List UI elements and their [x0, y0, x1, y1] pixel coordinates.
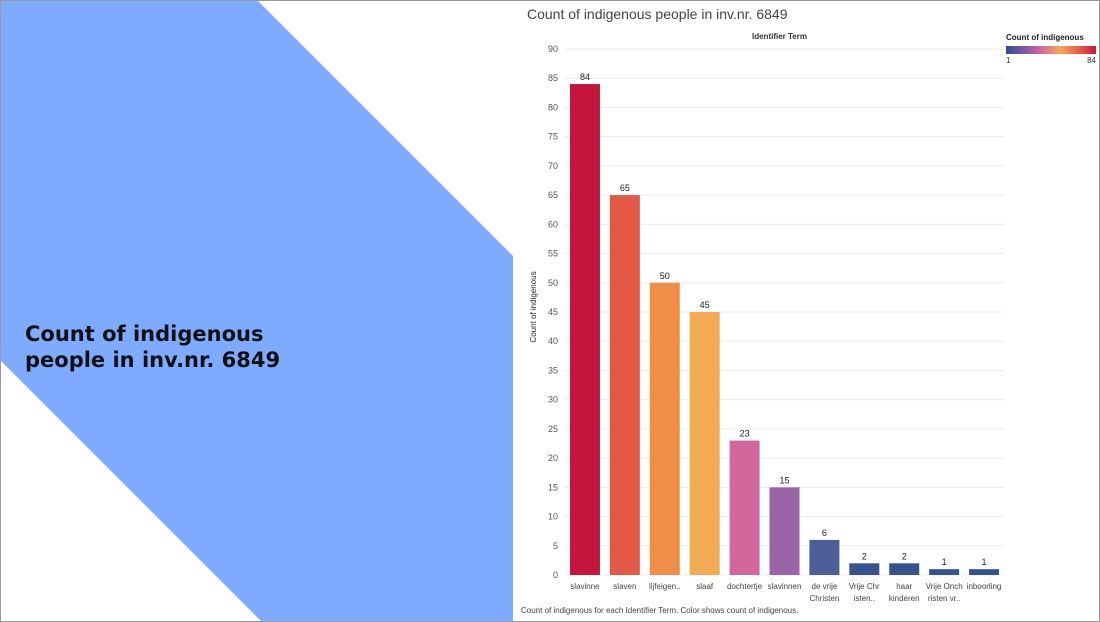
- color-legend[interactable]: Count of indigenous 1 84: [1006, 33, 1096, 65]
- y-axis-ticks: 0 5 10 15 20 25 30 35 40 45 50 55 60 65 70 75 80 85 90: [548, 44, 558, 580]
- chart-title: Count of indigenous people in inv.nr. 68…: [527, 6, 788, 22]
- y-tick-label: 85: [548, 73, 558, 83]
- y-tick-label: 10: [548, 512, 558, 522]
- bar[interactable]: [969, 569, 1000, 575]
- y-tick-label: 75: [548, 132, 558, 142]
- data-label: 65: [620, 183, 630, 193]
- data-label: 23: [740, 429, 750, 439]
- y-tick-label: 5: [553, 541, 558, 551]
- data-label: 15: [779, 475, 789, 485]
- x-tick-label: Vrije Chr: [849, 582, 880, 591]
- data-label: 50: [660, 271, 670, 281]
- data-label: 45: [700, 300, 710, 310]
- bar[interactable]: [729, 440, 760, 575]
- x-tick-label: slaven: [613, 582, 636, 591]
- x-tick-label: lijfeigen..: [649, 582, 681, 591]
- y-axis-label: Count of indigenous: [529, 271, 538, 342]
- bar[interactable]: [889, 563, 920, 575]
- legend-min-label: 1: [1006, 56, 1011, 65]
- chart-caption: Count of indigenous for each Identifier …: [521, 606, 799, 615]
- bar-chart: 0 5 10 15 20 25 30 35 40 45 50 55 60 65 70 75 80 85 90 84 6…: [529, 44, 1004, 602]
- data-label: 84: [580, 72, 590, 82]
- bar[interactable]: [609, 195, 640, 575]
- bars: [569, 84, 1000, 576]
- legend-max-label: 84: [1087, 56, 1096, 65]
- x-axis-header: Identifier Term: [752, 32, 807, 41]
- slide-title-line2: people in inv.nr. 6849: [25, 348, 281, 372]
- x-tick-label: risten vr..: [928, 594, 960, 602]
- bar[interactable]: [809, 539, 840, 575]
- x-tick-label: de vrije: [812, 582, 838, 591]
- x-tick-label: isten..: [854, 594, 875, 602]
- x-tick-label: haar: [896, 582, 912, 591]
- x-tick-label: kinderen: [889, 594, 920, 602]
- y-tick-label: 45: [548, 307, 558, 317]
- y-tick-label: 90: [548, 44, 558, 54]
- y-tick-label: 30: [548, 395, 558, 405]
- y-tick-label: 65: [548, 190, 558, 200]
- data-label: 2: [902, 551, 907, 561]
- legend-title: Count of indigenous: [1006, 33, 1084, 42]
- y-tick-label: 50: [548, 278, 558, 288]
- slide-title-line1: Count of indigenous: [25, 322, 264, 346]
- x-axis-labels: slavinne slaven lijfeigen.. slaaf dochtertje…: [570, 582, 1001, 602]
- y-tick-label: 0: [553, 570, 558, 580]
- y-tick-label: 40: [548, 336, 558, 346]
- y-tick-label: 80: [548, 102, 558, 112]
- x-tick-label: dochtertje: [727, 582, 763, 591]
- bar[interactable]: [689, 312, 720, 575]
- y-tick-label: 15: [548, 482, 558, 492]
- bar[interactable]: [849, 563, 880, 575]
- x-tick-label: inboorling: [967, 582, 1002, 591]
- data-label: 1: [982, 557, 987, 567]
- blue-diagonal-shape: [1, 1, 513, 621]
- x-tick-label: slaaf: [696, 582, 714, 591]
- x-tick-label: Vrije Onch: [926, 582, 963, 591]
- y-tick-label: 35: [548, 365, 558, 375]
- bar[interactable]: [769, 487, 800, 575]
- data-labels: 84 65 50 45 23 15 6 2 2 1 1: [580, 72, 987, 567]
- data-label: 6: [822, 528, 827, 538]
- data-label: 1: [942, 557, 947, 567]
- x-tick-label: slavinnen: [768, 582, 802, 591]
- bar[interactable]: [569, 84, 600, 576]
- x-tick-label: slavinne: [570, 582, 600, 591]
- x-tick-label: Christen: [810, 594, 840, 602]
- bar[interactable]: [649, 282, 680, 575]
- y-tick-label: 70: [548, 161, 558, 171]
- slide-title: Count of indigenous people in inv.nr. 68…: [25, 321, 325, 373]
- bar[interactable]: [929, 569, 960, 575]
- y-tick-label: 60: [548, 219, 558, 229]
- y-tick-label: 55: [548, 249, 558, 259]
- legend-gradient-bar: [1006, 46, 1096, 54]
- y-tick-label: 25: [548, 424, 558, 434]
- data-label: 2: [862, 551, 867, 561]
- y-tick-label: 20: [548, 453, 558, 463]
- legend-labels: 1 84: [1006, 56, 1096, 65]
